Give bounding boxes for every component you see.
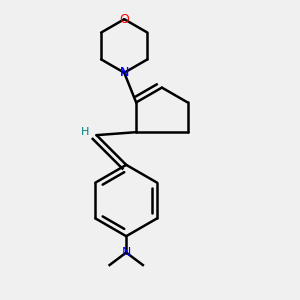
Text: N: N (122, 246, 131, 259)
Text: H: H (80, 127, 89, 137)
Text: N: N (120, 66, 129, 79)
Text: O: O (119, 13, 129, 26)
Text: N: N (120, 66, 129, 79)
